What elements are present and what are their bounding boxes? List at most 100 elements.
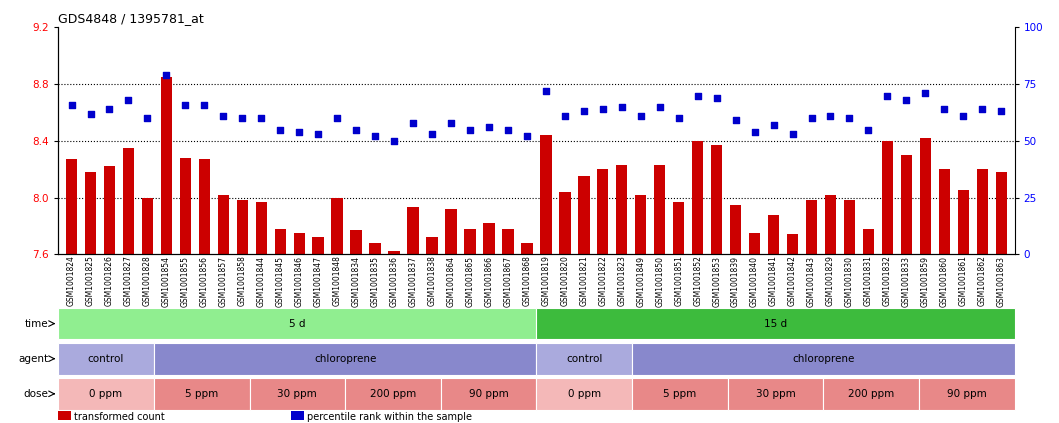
Bar xyxy=(823,378,919,409)
Bar xyxy=(521,243,533,254)
Bar xyxy=(104,166,115,254)
Text: GDS4848 / 1395781_at: GDS4848 / 1395781_at xyxy=(58,12,204,25)
Bar xyxy=(536,343,632,374)
Point xyxy=(974,106,991,113)
Point xyxy=(841,115,858,121)
Bar xyxy=(154,343,536,374)
Bar xyxy=(161,77,172,254)
Point xyxy=(670,115,687,121)
Bar xyxy=(250,378,345,409)
Point xyxy=(215,113,232,119)
Bar xyxy=(66,159,77,254)
Point xyxy=(462,126,479,133)
Bar xyxy=(919,378,1015,409)
Text: 200 ppm: 200 ppm xyxy=(370,389,416,399)
Text: 0 ppm: 0 ppm xyxy=(90,389,123,399)
Bar xyxy=(351,230,362,254)
Bar xyxy=(345,378,441,409)
Point xyxy=(689,92,706,99)
Text: 15 d: 15 d xyxy=(764,319,787,329)
Bar xyxy=(58,343,154,374)
Point xyxy=(158,72,175,79)
Point xyxy=(519,133,536,140)
Point xyxy=(405,119,421,126)
Point xyxy=(500,126,517,133)
Bar xyxy=(578,176,590,254)
Point xyxy=(992,108,1009,115)
Bar xyxy=(749,233,760,254)
Point xyxy=(747,129,764,135)
Bar xyxy=(863,229,874,254)
Text: 30 ppm: 30 ppm xyxy=(755,389,795,399)
Point xyxy=(803,115,820,121)
Point xyxy=(309,131,326,137)
Bar xyxy=(441,378,536,409)
Bar xyxy=(199,159,210,254)
Point xyxy=(898,97,915,104)
Point xyxy=(481,124,498,131)
Point xyxy=(385,137,402,144)
Text: 5 ppm: 5 ppm xyxy=(663,389,697,399)
Bar xyxy=(976,169,988,254)
Bar xyxy=(142,198,154,254)
Point xyxy=(879,92,896,99)
Bar xyxy=(236,201,248,254)
Bar xyxy=(635,195,646,254)
Text: percentile rank within the sample: percentile rank within the sample xyxy=(307,412,472,422)
Point xyxy=(575,108,592,115)
Point xyxy=(64,101,80,108)
Bar xyxy=(218,195,229,254)
Bar xyxy=(154,378,250,409)
Point xyxy=(291,129,308,135)
Bar xyxy=(427,237,437,254)
Bar xyxy=(844,201,856,254)
Point xyxy=(822,113,839,119)
Point xyxy=(139,115,156,121)
Point xyxy=(955,113,972,119)
Bar xyxy=(730,205,741,254)
Bar xyxy=(85,172,96,254)
Point xyxy=(860,126,877,133)
Point xyxy=(82,110,98,117)
Point xyxy=(328,115,345,121)
Bar xyxy=(274,229,286,254)
Text: control: control xyxy=(88,354,124,364)
Bar xyxy=(787,234,798,254)
Bar xyxy=(692,141,703,254)
Bar xyxy=(825,195,837,254)
Bar xyxy=(882,141,893,254)
Bar xyxy=(654,165,665,254)
Bar xyxy=(728,378,823,409)
Bar xyxy=(938,169,950,254)
Text: dose: dose xyxy=(23,389,49,399)
Bar xyxy=(900,155,912,254)
Text: 30 ppm: 30 ppm xyxy=(277,389,318,399)
Bar xyxy=(616,165,627,254)
Bar xyxy=(483,223,495,254)
Bar xyxy=(331,198,343,254)
Bar xyxy=(632,343,1015,374)
Text: 200 ppm: 200 ppm xyxy=(848,389,894,399)
Point xyxy=(537,88,554,94)
Point xyxy=(917,90,934,96)
Text: 5 ppm: 5 ppm xyxy=(185,389,218,399)
Point xyxy=(424,131,441,137)
Bar xyxy=(312,237,324,254)
Text: transformed count: transformed count xyxy=(74,412,165,422)
Point xyxy=(443,119,460,126)
Bar xyxy=(58,378,154,409)
Text: 5 d: 5 d xyxy=(289,319,306,329)
Point xyxy=(177,101,194,108)
Point xyxy=(347,126,364,133)
Point xyxy=(594,106,611,113)
Point xyxy=(765,121,782,128)
Bar xyxy=(502,229,514,254)
Point xyxy=(651,104,668,110)
Bar xyxy=(389,251,400,254)
Point xyxy=(556,113,573,119)
Bar xyxy=(559,192,571,254)
Bar xyxy=(408,207,418,254)
Bar xyxy=(180,158,191,254)
Text: control: control xyxy=(566,354,603,364)
Text: chloroprene: chloroprene xyxy=(792,354,855,364)
